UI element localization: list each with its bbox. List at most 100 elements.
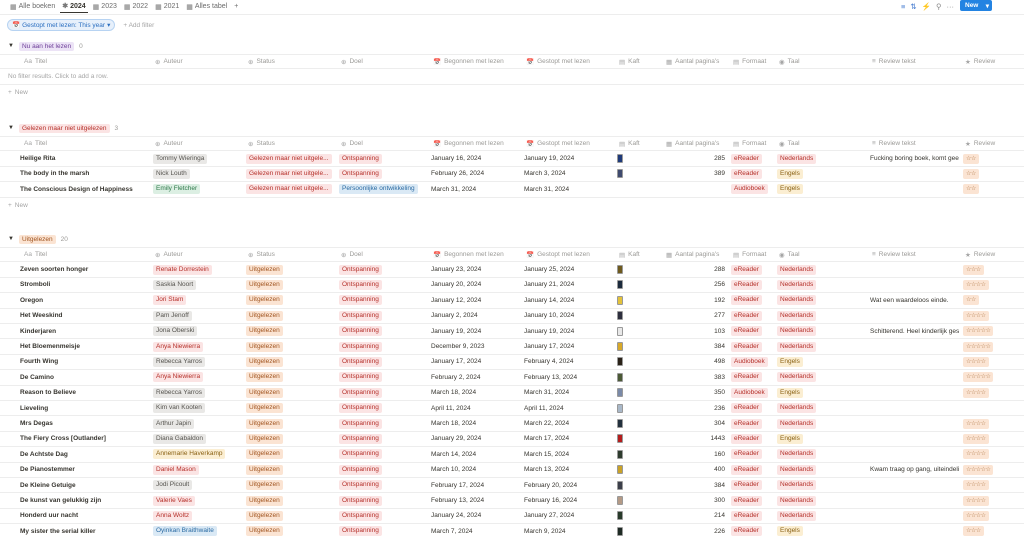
- chevron-down-icon[interactable]: ▾: [985, 2, 989, 10]
- cell-title[interactable]: Fourth Wing: [20, 358, 59, 366]
- cell-review-text[interactable]: [870, 182, 960, 196]
- cell-pages[interactable]: 226: [714, 527, 725, 535]
- cell-title[interactable]: Honderd uur nacht: [20, 512, 79, 520]
- author-tag[interactable]: Anya Niewierra: [153, 341, 204, 352]
- table-row[interactable]: Het Bloemenmeisje Anya Niewierra Uitgeleze…: [0, 339, 1024, 355]
- add-row-button[interactable]: + New: [8, 202, 28, 209]
- table-row[interactable]: Zeven soorten honger Renate Dorrestein Uit…: [0, 262, 1024, 278]
- cell-status[interactable]: Uitgelezen: [246, 432, 336, 446]
- cell-taal[interactable]: Nederlands: [777, 262, 867, 276]
- cell-cover[interactable]: [617, 151, 661, 165]
- cell-status[interactable]: Uitgelezen: [246, 278, 336, 292]
- cell-taal[interactable]: Nederlands: [777, 493, 867, 507]
- status-tag[interactable]: Uitgelezen: [246, 495, 283, 506]
- author-tag[interactable]: Annemarie Haverkamp: [153, 449, 226, 460]
- column-header-author[interactable]: ⊕ Auteur: [155, 55, 248, 68]
- cell-status[interactable]: Gelezen maar niet uitgele...: [246, 151, 336, 165]
- cell-author[interactable]: Diana Gabaldon: [153, 432, 244, 446]
- cell-doel[interactable]: Persoonlijke ontwikkeling: [339, 182, 429, 196]
- cell-title[interactable]: Zeven soorten honger: [20, 266, 89, 274]
- cell-pages[interactable]: 400: [714, 466, 725, 474]
- cell-cover[interactable]: [617, 447, 661, 461]
- cell-review[interactable]: ☆☆☆☆: [963, 309, 1022, 323]
- cell-review-text[interactable]: [870, 416, 960, 430]
- cell-format[interactable]: eReader: [731, 293, 774, 307]
- table-row[interactable]: De Camino Anya Niewierra Uitgelezen Ontspan…: [0, 370, 1024, 386]
- column-header-review-text[interactable]: ≡ Review tekst: [872, 55, 964, 68]
- taal-tag[interactable]: Nederlands: [777, 480, 817, 491]
- cell-status[interactable]: Uitgelezen: [246, 509, 336, 523]
- cell-start-date[interactable]: January 29, 2024: [431, 435, 482, 443]
- format-tag[interactable]: eReader: [731, 295, 762, 306]
- cell-title[interactable]: The Conscious Design of Happiness: [20, 185, 133, 193]
- cell-doel[interactable]: Ontspanning: [339, 493, 429, 507]
- cell-taal[interactable]: Nederlands: [777, 401, 867, 415]
- cell-status[interactable]: Uitgelezen: [246, 416, 336, 430]
- cell-author[interactable]: Emily Fletcher: [153, 182, 244, 196]
- cell-pages[interactable]: 384: [714, 343, 725, 351]
- cell-review[interactable]: ☆☆☆: [963, 262, 1022, 276]
- cell-review-text[interactable]: [870, 524, 960, 538]
- status-tag[interactable]: Uitgelezen: [246, 341, 283, 352]
- column-header-doel[interactable]: ⊕ Doel: [341, 137, 433, 150]
- cell-title[interactable]: Lieveling: [20, 404, 49, 412]
- status-tag[interactable]: Uitgelezen: [246, 326, 283, 337]
- cell-status[interactable]: Uitgelezen: [246, 463, 336, 477]
- status-tag[interactable]: Gelezen maar niet uitgele...: [246, 184, 332, 195]
- caret-down-icon[interactable]: ▼: [8, 43, 14, 49]
- cell-format[interactable]: eReader: [731, 524, 774, 538]
- cell-pages[interactable]: 288: [714, 266, 725, 274]
- cell-review[interactable]: [963, 401, 1022, 415]
- doel-tag[interactable]: Ontspanning: [339, 526, 382, 537]
- cell-cover[interactable]: [617, 493, 661, 507]
- taal-tag[interactable]: Engels: [777, 184, 803, 195]
- doel-tag[interactable]: Ontspanning: [339, 153, 382, 164]
- sort-icon[interactable]: ⇅: [910, 2, 917, 11]
- cell-doel[interactable]: Ontspanning: [339, 432, 429, 446]
- cell-review[interactable]: ☆☆☆: [963, 524, 1022, 538]
- cell-review[interactable]: ☆☆☆☆☆: [963, 370, 1022, 384]
- taal-tag[interactable]: Nederlands: [777, 372, 817, 383]
- filter-chip[interactable]: 📅 Gestopt met lezen: This year ▾: [7, 19, 116, 31]
- column-header-doel[interactable]: ⊕ Doel: [341, 248, 433, 261]
- author-tag[interactable]: Diana Gabaldon: [153, 433, 206, 444]
- cell-pages[interactable]: 277: [714, 312, 725, 320]
- group-header[interactable]: ▼ Nu aan het lezen 0: [8, 40, 83, 52]
- column-header-review[interactable]: ★ Review: [965, 248, 1024, 261]
- taal-tag[interactable]: Nederlands: [777, 449, 817, 460]
- table-row[interactable]: Heilige Rita Tommy Wieringa Gelezen maar n…: [0, 151, 1024, 167]
- format-tag[interactable]: eReader: [731, 264, 762, 275]
- cell-format[interactable]: eReader: [731, 416, 774, 430]
- author-tag[interactable]: Anya Niewierra: [153, 372, 204, 383]
- table-row[interactable]: Lieveling Kim van Kooten Uitgelezen Ontspan…: [0, 401, 1024, 417]
- status-tag[interactable]: Uitgelezen: [246, 418, 283, 429]
- column-header-status[interactable]: ⊕ Status: [248, 55, 340, 68]
- cell-cover[interactable]: [617, 509, 661, 523]
- format-tag[interactable]: eReader: [731, 403, 762, 414]
- cell-start-date[interactable]: February 26, 2024: [431, 170, 485, 178]
- cell-start-date[interactable]: March 18, 2024: [431, 420, 477, 428]
- cell-cover[interactable]: [617, 401, 661, 415]
- cell-start-date[interactable]: January 2, 2024: [431, 312, 478, 320]
- doel-tag[interactable]: Ontspanning: [339, 168, 382, 179]
- author-tag[interactable]: Emily Fletcher: [153, 184, 201, 195]
- cell-end-date[interactable]: March 17, 2024: [524, 435, 570, 443]
- column-header-cover[interactable]: ▤ Kaft: [619, 137, 665, 150]
- cell-author[interactable]: Tommy Wieringa: [153, 151, 244, 165]
- cell-cover[interactable]: [617, 339, 661, 353]
- cell-start-date[interactable]: March 10, 2024: [431, 466, 477, 474]
- cell-format[interactable]: eReader: [731, 324, 774, 338]
- format-tag[interactable]: eReader: [731, 480, 762, 491]
- cell-doel[interactable]: Ontspanning: [339, 370, 429, 384]
- cell-status[interactable]: Uitgelezen: [246, 309, 336, 323]
- cell-end-date[interactable]: January 17, 2024: [524, 343, 575, 351]
- cell-format[interactable]: Audioboek: [731, 386, 774, 400]
- table-row[interactable]: Mrs Degas Arthur Japin Uitgelezen Ontspanni…: [0, 416, 1024, 432]
- doel-tag[interactable]: Ontspanning: [339, 356, 382, 367]
- cell-format[interactable]: eReader: [731, 463, 774, 477]
- column-header-title[interactable]: Aa Titel: [24, 248, 152, 261]
- cell-cover[interactable]: [617, 463, 661, 477]
- cell-review-text[interactable]: Kwam traag op gang, uiteindeli: [870, 466, 960, 474]
- taal-tag[interactable]: Nederlands: [777, 464, 817, 475]
- column-header-review[interactable]: ★ Review: [965, 55, 1024, 68]
